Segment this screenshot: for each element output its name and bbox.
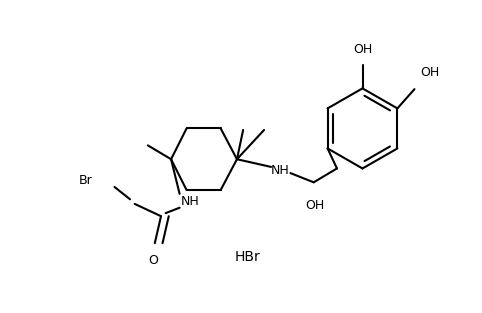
Text: OH: OH xyxy=(421,66,440,79)
Text: Br: Br xyxy=(79,174,93,187)
Text: NH: NH xyxy=(181,195,200,208)
Text: OH: OH xyxy=(306,199,325,212)
Text: NH: NH xyxy=(271,163,290,177)
Text: HBr: HBr xyxy=(234,250,260,264)
Text: OH: OH xyxy=(353,43,372,56)
Text: O: O xyxy=(148,254,158,267)
